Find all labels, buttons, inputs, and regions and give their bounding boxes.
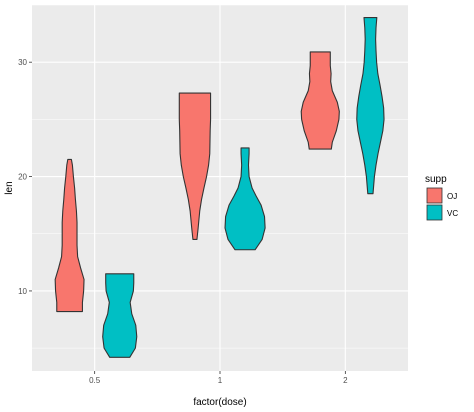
violin-vc-dose-2 <box>356 17 385 195</box>
y-axis-title: len <box>4 181 15 194</box>
grid-lines <box>32 4 408 371</box>
x-tick-label: 0.5 <box>89 376 101 385</box>
legend: supp OJ VC <box>425 174 458 221</box>
x-tick-label: 1 <box>218 376 223 385</box>
violin-vc-dose-0_5 <box>102 273 138 358</box>
x-axis: 0.5 1 2 <box>89 371 348 385</box>
y-axis: 10 20 30 <box>18 58 32 296</box>
violin-oj-dose-0_5 <box>54 158 85 313</box>
legend-label-oj: OJ <box>447 192 457 201</box>
legend-key-vc <box>426 204 443 221</box>
legend-key-oj <box>426 187 443 204</box>
legend-label-vc: VC <box>447 209 458 218</box>
y-tick-label: 10 <box>18 287 27 296</box>
violin-oj-dose-2 <box>300 51 340 150</box>
legend-title: supp <box>425 174 447 185</box>
violin-vc-dose-1 <box>224 147 266 251</box>
violin-oj-dose-1 <box>178 92 212 241</box>
violins <box>54 17 385 358</box>
y-tick-label: 30 <box>18 58 27 67</box>
y-tick-label: 20 <box>18 173 27 182</box>
x-tick-label: 2 <box>343 376 348 385</box>
x-axis-title: factor(dose) <box>193 397 246 408</box>
